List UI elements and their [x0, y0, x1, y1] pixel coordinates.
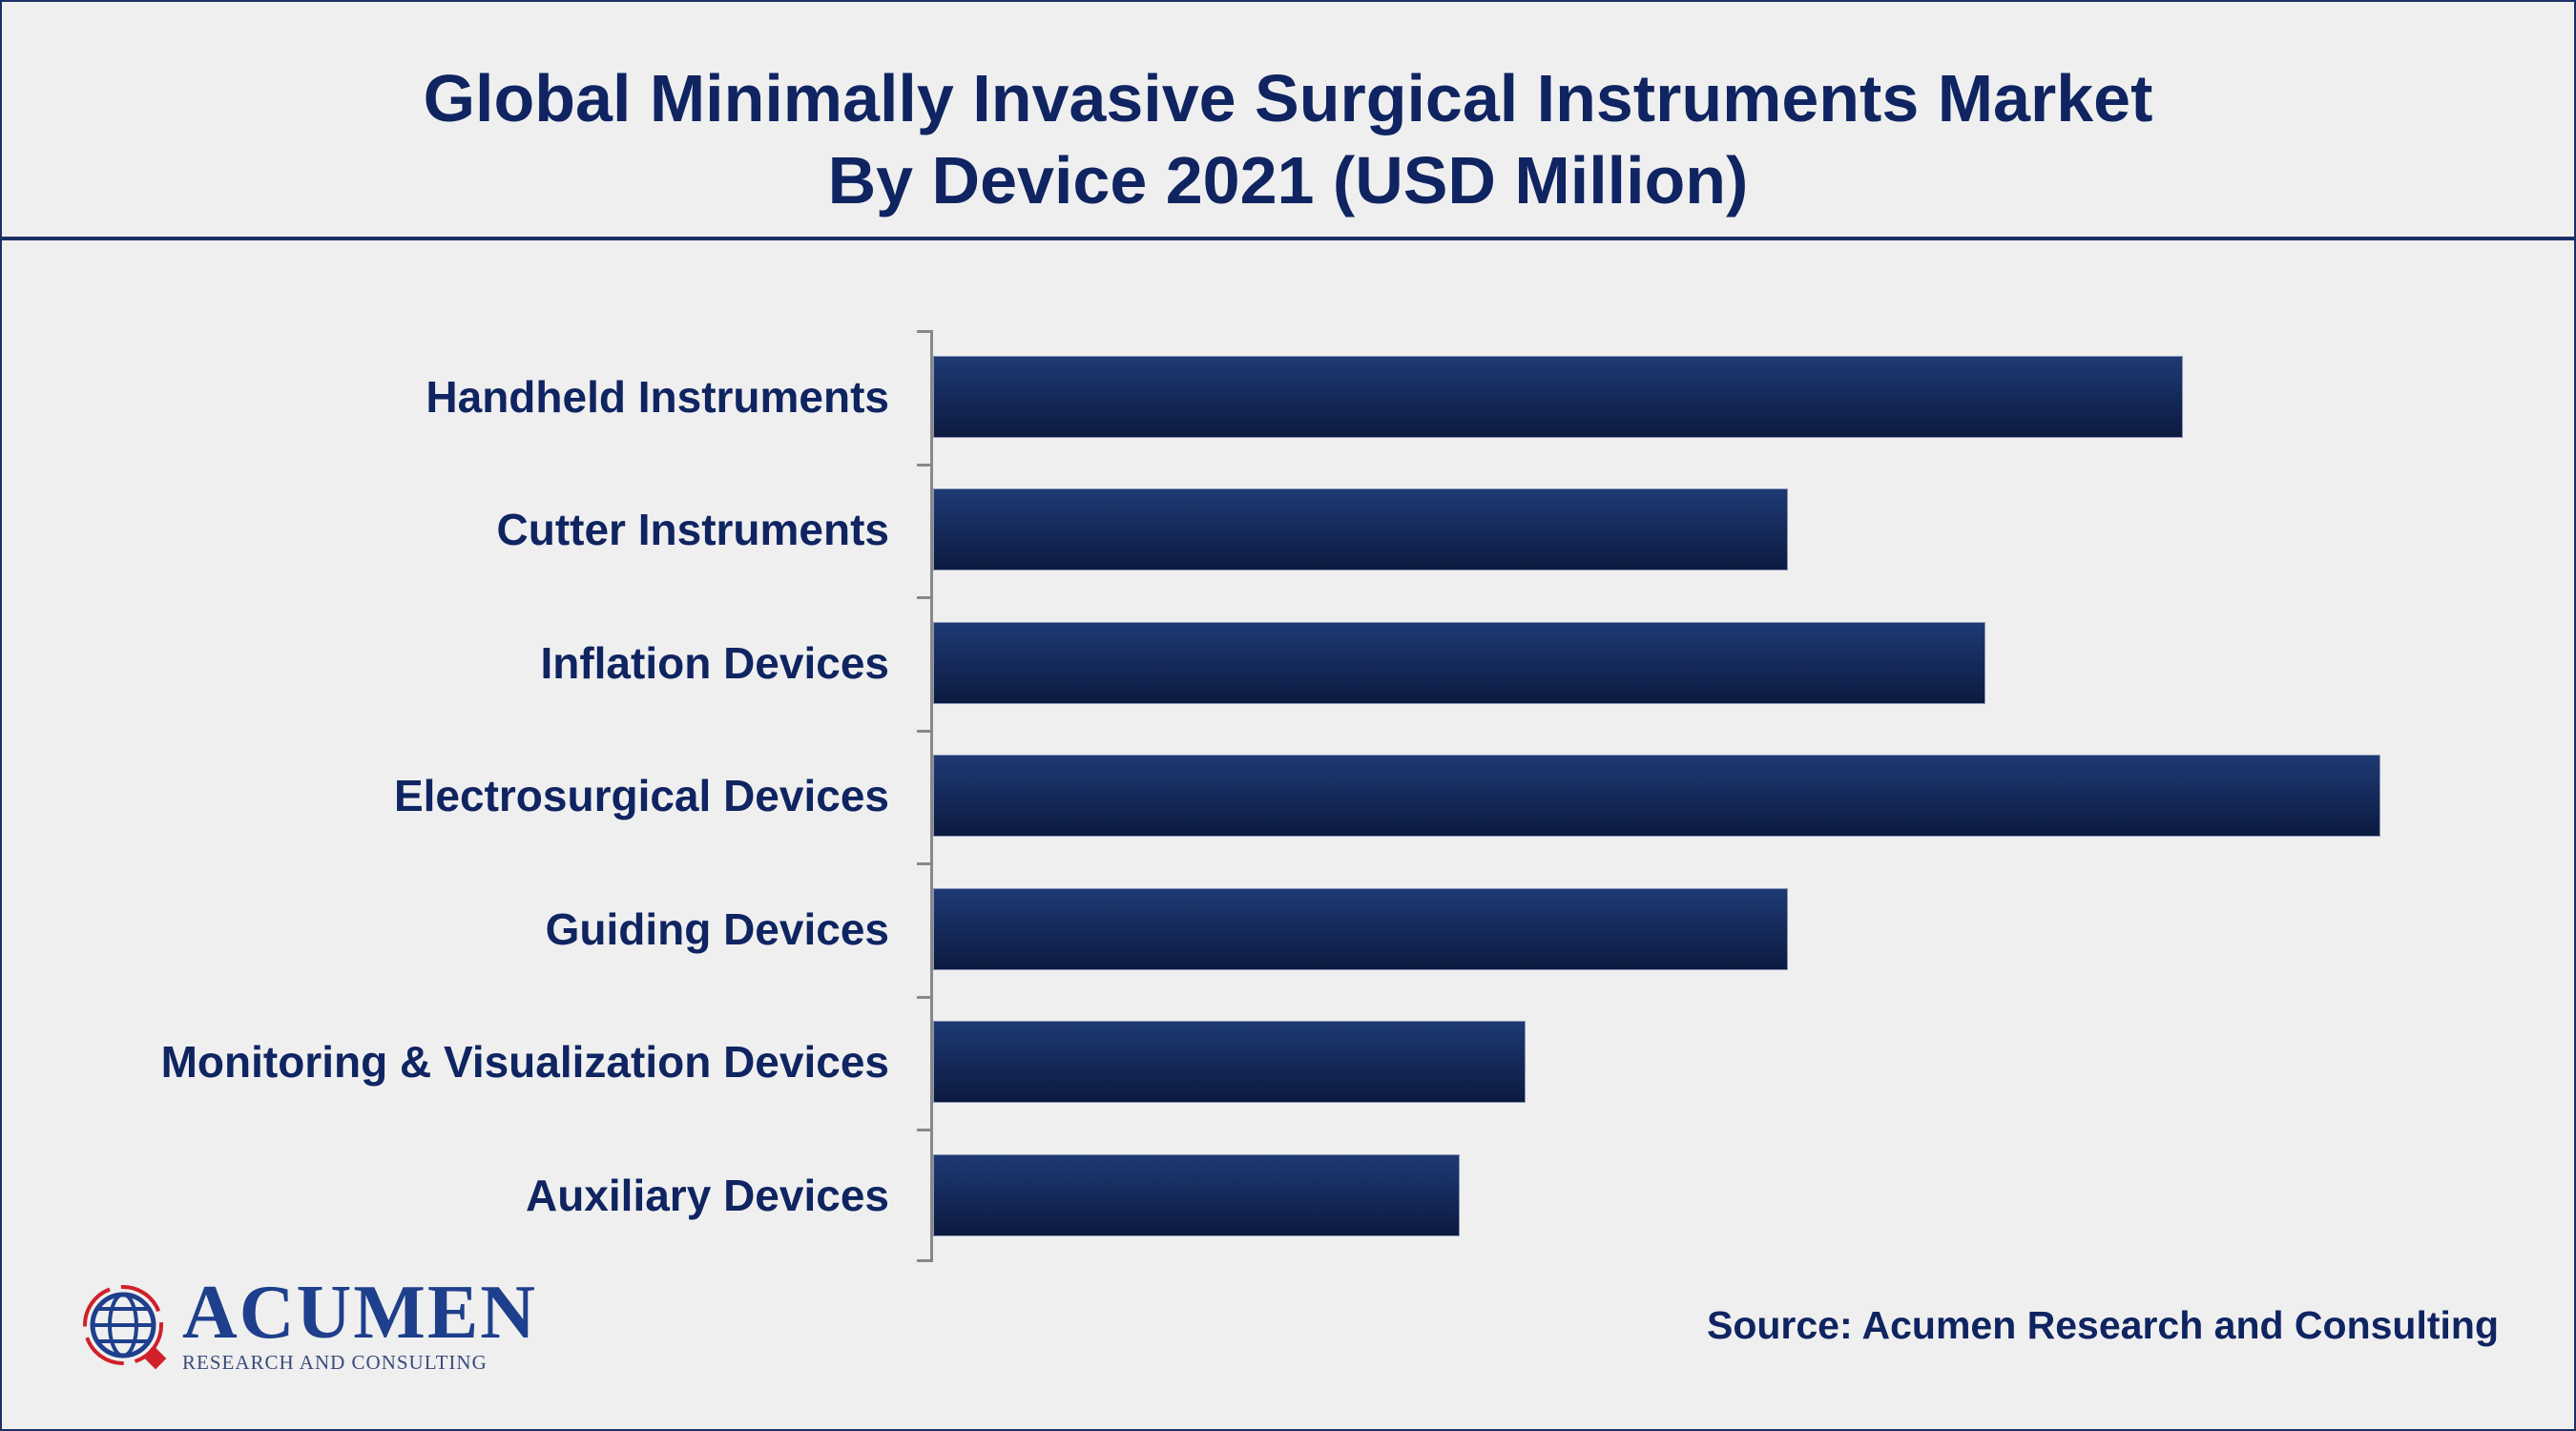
bar-chart: Handheld Instruments Cutter Instruments In… — [2, 330, 2574, 1262]
chart-row: Inflation Devices — [2, 596, 2574, 730]
plot-area — [917, 330, 2574, 464]
category-label: Electrosurgical Devices — [393, 771, 889, 821]
y-axis-tick — [917, 596, 930, 599]
category-label: Cutter Instruments — [496, 505, 889, 555]
y-axis-tick — [917, 729, 930, 733]
category-label: Guiding Devices — [545, 903, 889, 954]
bar-cutter-instruments — [933, 488, 1789, 571]
bar-handheld-instruments — [933, 355, 2184, 438]
bar-monitoring-visualization-devices — [933, 1021, 1526, 1104]
chart-row: Guiding Devices — [2, 862, 2574, 996]
y-axis-tick — [917, 1258, 930, 1262]
plot-area — [917, 862, 2574, 996]
footer: ACUMEN RESEARCH AND CONSULTING Source: A… — [2, 1268, 2574, 1382]
plot-area — [917, 995, 2574, 1129]
y-axis-tick — [917, 463, 930, 467]
chart-row: Electrosurgical Devices — [2, 729, 2574, 862]
bar-auxiliary-devices — [933, 1153, 1460, 1236]
category-label: Auxiliary Devices — [525, 1170, 889, 1220]
chart-title: Global Minimally Invasive Surgical Instr… — [423, 61, 2153, 135]
category-label: Inflation Devices — [540, 637, 889, 688]
plot-area — [917, 1129, 2574, 1262]
acumen-logo: ACUMEN RESEARCH AND CONSULTING — [73, 1273, 537, 1378]
y-axis-tick — [917, 330, 930, 333]
plot-area — [917, 463, 2574, 596]
y-axis-tick — [917, 862, 930, 865]
bar-guiding-devices — [933, 887, 1789, 970]
category-label: Monitoring & Visualization Devices — [160, 1037, 889, 1088]
chart-row: Cutter Instruments — [2, 463, 2574, 596]
category-label: Handheld Instruments — [426, 371, 889, 422]
y-axis-tick — [917, 995, 930, 999]
bar-electrosurgical-devices — [933, 755, 2380, 838]
source-note: Source: Acumen Research and Consulting — [1706, 1302, 2499, 1347]
logo-name: ACUMEN — [182, 1271, 537, 1355]
chart-row: Auxiliary Devices — [2, 1129, 2574, 1262]
chart-subtitle: By Device 2021 (USD Million) — [827, 143, 1749, 218]
plot-area — [917, 596, 2574, 730]
logo-tagline: RESEARCH AND CONSULTING — [182, 1351, 488, 1374]
chart-header: Global Minimally Invasive Surgical Instr… — [2, 2, 2574, 240]
logo-text: ACUMEN RESEARCH AND CONSULTING — [182, 1275, 537, 1375]
bar-inflation-devices — [933, 621, 1986, 704]
chart-row: Handheld Instruments — [2, 330, 2574, 464]
chart-row: Monitoring & Visualization Devices — [2, 995, 2574, 1129]
plot-area — [917, 729, 2574, 862]
globe-icon — [83, 1285, 167, 1370]
y-axis-tick — [917, 1129, 930, 1131]
